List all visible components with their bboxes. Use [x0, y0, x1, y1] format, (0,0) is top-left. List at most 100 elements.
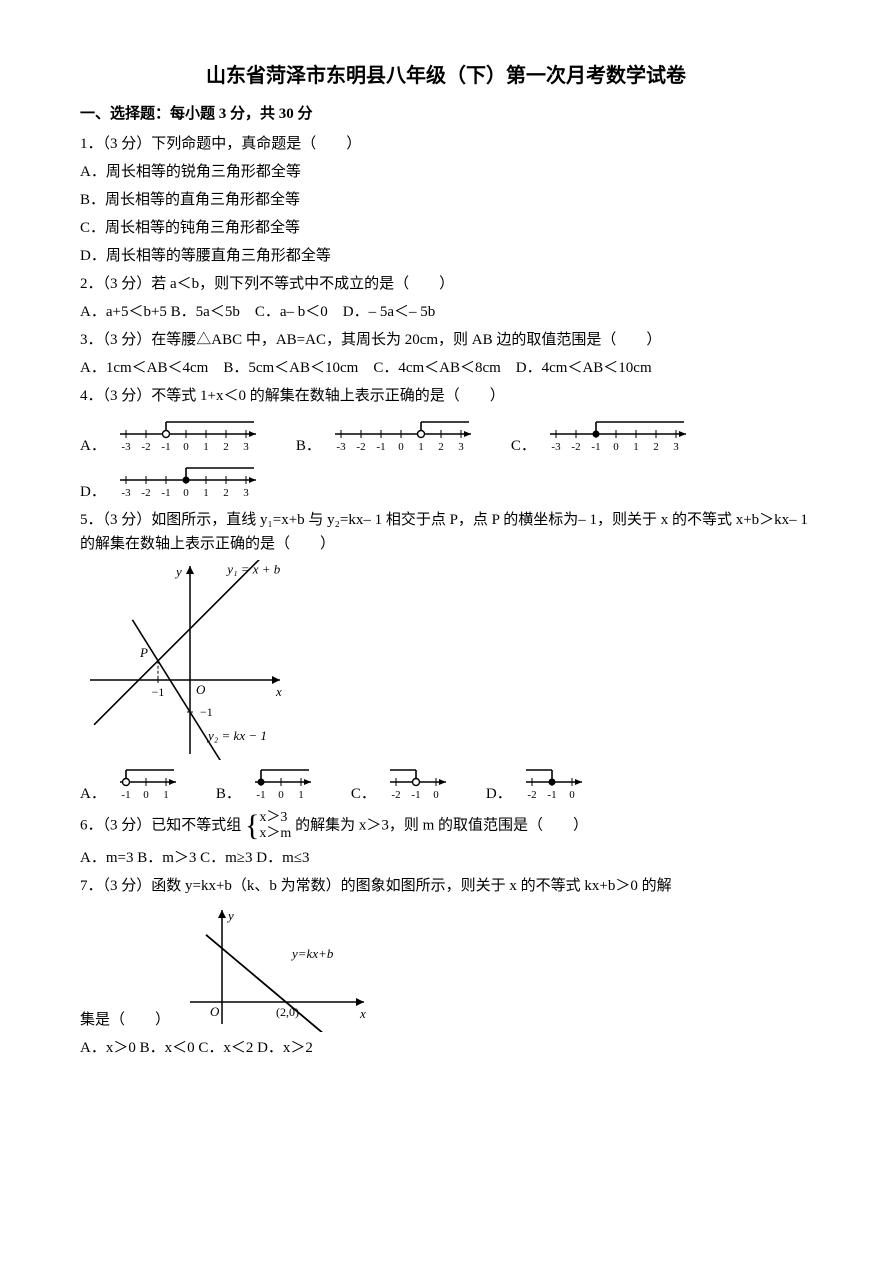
svg-text:-2: -2	[141, 487, 150, 499]
svg-text:2: 2	[438, 441, 444, 453]
svg-text:-1: -1	[411, 789, 420, 801]
q1-stem: 1．（3 分）下列命题中，真命题是（ ）	[80, 132, 812, 156]
q4-stem: 4．（3 分）不等式 1+x＜0 的解集在数轴上表示正确的是（ ）	[80, 384, 812, 408]
numline-option: C． -2 -1 0	[351, 760, 462, 806]
svg-text:x: x	[359, 1006, 366, 1021]
svg-text:y: y	[174, 564, 182, 579]
svg-text:-1: -1	[547, 789, 556, 801]
svg-text:-1: -1	[161, 441, 170, 453]
q2-stem: 2．（3 分）若 a＜b，则下列不等式中不成立的是（ ）	[80, 272, 812, 296]
q6-pre: 6．（3 分）已知不等式组	[80, 817, 241, 833]
option-label: D．	[80, 480, 106, 504]
svg-text:−1: −1	[152, 685, 165, 699]
svg-text:-3: -3	[121, 487, 131, 499]
svg-text:0: 0	[183, 441, 189, 453]
svg-text:(2,0): (2,0)	[276, 1005, 299, 1019]
q1-D: D．周长相等的等腰直角三角形都全等	[80, 244, 812, 268]
svg-text:y₁ = x + b: y₁ = x + b	[225, 562, 281, 577]
svg-text:1: 1	[203, 487, 209, 499]
svg-text:-3: -3	[336, 441, 346, 453]
q1-C: C．周长相等的钝角三角形都全等	[80, 216, 812, 240]
q3-stem: 3．（3 分）在等腰△ABC 中，AB=AC，其周长为 20cm，则 AB 边的…	[80, 328, 812, 352]
section-heading: 一、选择题：每小题 3 分，共 30 分	[80, 102, 812, 126]
q6: 6．（3 分）已知不等式组 { x＞3 x＞m 的解集为 x＞3，则 m 的取值…	[80, 810, 812, 842]
svg-text:2: 2	[223, 487, 229, 499]
option-label: B．	[296, 434, 321, 458]
svg-text:3: 3	[458, 441, 464, 453]
q4-options: A．-3-2-10123B．-3-2-10123C．-3-2-10123D．-3…	[80, 412, 812, 504]
svg-text:x: x	[275, 684, 282, 699]
numline-graphic: -2 -1 0	[518, 760, 598, 806]
q6-post: 的解集为 x＞3，则 m 的取值范围是（ ）	[295, 817, 588, 833]
numline-graphic: -3 -2 -1 0 1 2 3	[112, 458, 272, 504]
brace-icon: {	[245, 811, 259, 841]
svg-text:O: O	[196, 682, 206, 697]
svg-text:P: P	[139, 645, 148, 660]
numline-option: C．-3-2-10123	[511, 412, 702, 458]
svg-text:0: 0	[278, 789, 284, 801]
svg-text:−1: −1	[200, 705, 213, 719]
q6-sys-bot: x＞m	[259, 826, 291, 842]
q7-stem: 7．（3 分）函数 y=kx+b（k、b 为常数）的图象如图所示，则关于 x 的…	[80, 874, 812, 898]
svg-text:-2: -2	[141, 441, 150, 453]
page-title: 山东省菏泽市东明县八年级（下）第一次月考数学试卷	[80, 60, 812, 92]
svg-text:2: 2	[223, 441, 229, 453]
numline-option: B．-3-2-10123	[296, 412, 487, 458]
q7-figure-row: 集是（ ） Oxy(2,0)y=kx+b	[80, 902, 812, 1032]
svg-text:-2: -2	[356, 441, 365, 453]
svg-text:-2: -2	[527, 789, 536, 801]
option-label: A．	[80, 782, 106, 806]
numline-graphic: -3-2-10123	[542, 412, 702, 458]
svg-text:3: 3	[243, 487, 249, 499]
svg-text:0: 0	[433, 789, 439, 801]
svg-text:-3: -3	[551, 441, 561, 453]
option-label: A．	[80, 434, 106, 458]
svg-text:0: 0	[183, 487, 189, 499]
numline-graphic: -101	[112, 760, 192, 806]
option-label: C．	[511, 434, 536, 458]
svg-text:-3: -3	[121, 441, 131, 453]
svg-text:-1: -1	[591, 441, 600, 453]
svg-text:-2: -2	[391, 789, 400, 801]
svg-text:-2: -2	[571, 441, 580, 453]
q3-opts: A．1cm＜AB＜4cm B．5cm＜AB＜10cm C．4cm＜AB＜8cm …	[80, 356, 812, 380]
numline-option: A．-101	[80, 760, 192, 806]
q6-sys-top: x＞3	[259, 810, 291, 826]
q7-postfig: 集是（ ）	[80, 1008, 170, 1032]
svg-text:y₂ = kx − 1: y₂ = kx − 1	[206, 728, 267, 743]
option-label: C．	[351, 782, 376, 806]
q7-graph: Oxy(2,0)y=kx+b	[182, 902, 372, 1032]
svg-text:1: 1	[163, 789, 169, 801]
svg-text:-1: -1	[121, 789, 130, 801]
svg-text:1: 1	[418, 441, 424, 453]
svg-text:2: 2	[653, 441, 659, 453]
numline-graphic: -3-2-10123	[327, 412, 487, 458]
option-label: D．	[486, 782, 512, 806]
q1-A: A．周长相等的锐角三角形都全等	[80, 160, 812, 184]
svg-text:O: O	[210, 1004, 220, 1019]
q6-system: { x＞3 x＞m	[245, 810, 291, 842]
q1-B: B．周长相等的直角三角形都全等	[80, 188, 812, 212]
svg-text:1: 1	[203, 441, 209, 453]
q2-opts: A．a+5＜b+5 B．5a＜5b C．a– b＜0 D．– 5a＜– 5b	[80, 300, 812, 324]
numline-option: B．-101	[216, 760, 327, 806]
numline-graphic: -3 -2 -1 0 1 2 3	[112, 412, 272, 458]
svg-text:0: 0	[569, 789, 575, 801]
svg-text:3: 3	[243, 441, 249, 453]
numline-graphic: -101	[247, 760, 327, 806]
svg-text:-1: -1	[376, 441, 385, 453]
numline-graphic: -2 -1 0	[382, 760, 462, 806]
q7-opts: A．x＞0 B．x＜0 C．x＜2 D．x＞2	[80, 1036, 812, 1060]
numline-option: D． -2 -1 0	[486, 760, 598, 806]
svg-text:1: 1	[298, 789, 304, 801]
q5-graph: Ox y −1 −1 y₁ = x + b y₂ = kx − 1 P	[80, 560, 812, 760]
q5-stem: 5．（3 分）如图所示，直线 y₁=x+b 与 y₂=kx– 1 相交于点 P，…	[80, 508, 812, 556]
q5-options: A．-101B．-101C．-2-10D．-2-10	[80, 760, 812, 806]
numline-option: D． -3 -2 -1 0 1 2 3	[80, 458, 272, 504]
svg-text:1: 1	[633, 441, 639, 453]
svg-text:0: 0	[613, 441, 619, 453]
svg-text:-1: -1	[161, 487, 170, 499]
q6-opts: A．m=3 B．m＞3 C．m≥3 D．m≤3	[80, 846, 812, 870]
numline-option: A． -3 -2 -1 0 1 2 3	[80, 412, 272, 458]
svg-text:y: y	[226, 908, 234, 923]
